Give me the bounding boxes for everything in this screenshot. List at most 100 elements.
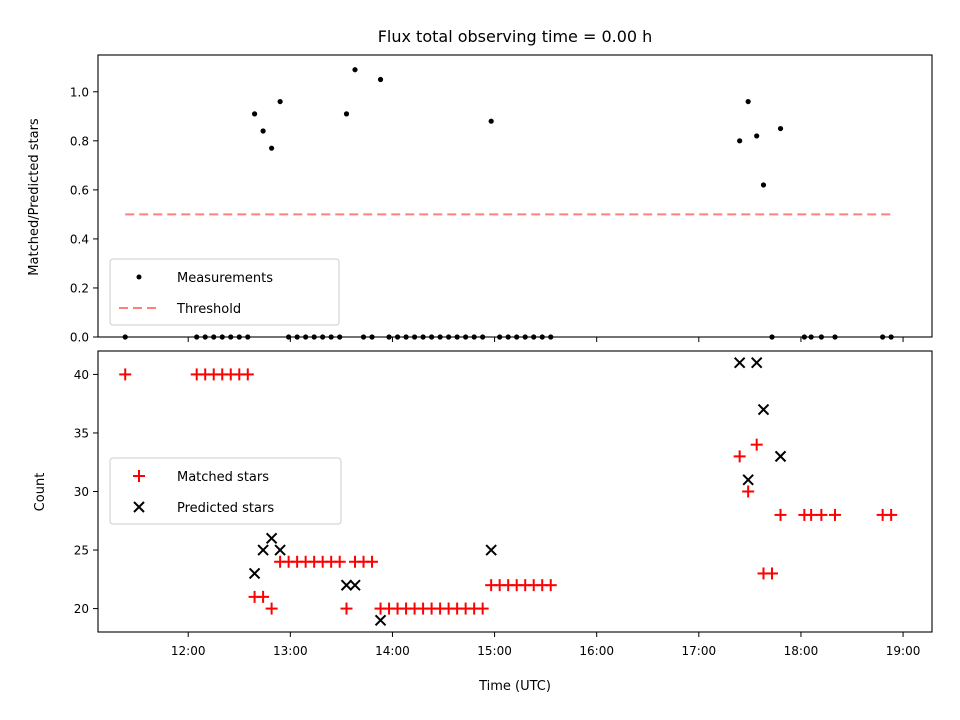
matched-point: [241, 368, 254, 381]
legend-predicted-label: Predicted stars: [177, 501, 274, 516]
measurement-point: [471, 334, 477, 340]
measurement-point: [369, 334, 375, 340]
measurement-point: [386, 334, 392, 340]
legend-box: [109, 457, 342, 525]
measurement-point: [360, 334, 367, 340]
measurement-point: [352, 67, 358, 73]
measurement-point: [801, 334, 807, 340]
matched-point: [257, 590, 270, 603]
measurement-point: [343, 111, 350, 117]
measurement-point: [480, 334, 486, 340]
ratio-panel: Flux total observing time = 0.00 h Match…: [27, 27, 933, 345]
x-tick-label: 16:00: [579, 644, 614, 658]
predicted-point: [248, 567, 261, 580]
predicted-point: [349, 579, 361, 591]
legend-matched-marker: [133, 470, 145, 482]
measurement-point: [522, 334, 528, 340]
y-tick-label: 0.2: [70, 281, 89, 295]
matched-point: [119, 368, 132, 381]
measurement-point: [122, 334, 128, 340]
measurement-point: [531, 334, 537, 340]
measurement-point: [303, 334, 309, 340]
matched-point: [333, 555, 346, 568]
measurement-point: [194, 334, 200, 340]
y-tick-label: 20: [74, 602, 89, 616]
measurement-point: [429, 334, 435, 340]
predicted-point: [733, 357, 746, 369]
matched-point: [733, 450, 746, 463]
measurement-point: [211, 334, 217, 340]
predicted-point: [274, 544, 286, 556]
legend-threshold-label: Threshold: [176, 302, 241, 317]
measurement-point: [420, 334, 426, 340]
matched-point: [828, 508, 841, 521]
predicted-point: [742, 474, 754, 486]
measurement-point: [337, 334, 343, 340]
measurement-point: [760, 182, 767, 188]
measurement-point: [880, 334, 886, 340]
predicted-point: [750, 357, 763, 369]
measurement-point: [832, 334, 838, 340]
measurement-point: [328, 334, 334, 340]
measurement-point: [769, 334, 775, 340]
x-tick-label: 17:00: [682, 644, 717, 658]
measurement-point: [403, 334, 409, 340]
matched-point: [265, 602, 278, 615]
measurement-point: [311, 334, 317, 340]
y-axis-label-ratio: Matched/Predicted stars: [27, 118, 42, 276]
measurement-point: [488, 118, 494, 124]
measurement-point: [888, 334, 894, 340]
measurement-point: [277, 98, 283, 105]
matched-point: [805, 508, 818, 521]
legend-matched-label: Matched stars: [177, 470, 269, 485]
measurement-point: [236, 334, 242, 340]
measurement-point: [777, 125, 784, 132]
measurement-point: [818, 334, 824, 340]
measurement-point: [294, 334, 300, 340]
legend-box: [109, 258, 340, 326]
matched-point: [766, 567, 779, 580]
measurement-point: [437, 334, 443, 340]
ratio-ticks: 0.0 0.2 0.4 0.6 0.8 1.0: [70, 85, 904, 345]
measurement-point: [737, 138, 743, 144]
x-tick-label: 19:00: [886, 644, 921, 658]
measurement-point: [286, 334, 292, 340]
count-legend: Matched stars Predicted stars: [109, 457, 342, 525]
matched-point: [885, 508, 898, 521]
measurement-point: [320, 334, 326, 340]
matched-point: [742, 485, 755, 498]
x-tick-label: 12:00: [171, 644, 206, 658]
measurement-point: [219, 334, 225, 340]
y-tick-label: 0.4: [70, 232, 89, 246]
measurement-point: [202, 334, 208, 340]
x-axis-label: Time (UTC): [478, 679, 551, 694]
measurement-point: [548, 334, 554, 340]
y-tick-label: 40: [74, 368, 89, 382]
measurement-point: [463, 334, 469, 340]
x-tick-label: 18:00: [784, 644, 819, 658]
ratio-marks: [122, 67, 894, 340]
predicted-point: [257, 544, 269, 556]
measurement-point: [754, 133, 760, 139]
measurement-point: [514, 334, 520, 340]
matched-point: [750, 438, 763, 451]
x-tick-label: 15:00: [477, 644, 512, 658]
matched-point: [366, 555, 379, 568]
measurement-point: [377, 76, 384, 83]
count-marks: [119, 357, 898, 626]
measurement-point: [411, 334, 418, 340]
count-panel: Count Time (UTC) 12:00 13:00 14:00 15:00 16:…: [33, 350, 933, 694]
measurement-point: [394, 334, 401, 340]
predicted-point: [374, 614, 387, 626]
y-tick-label: 30: [74, 485, 89, 499]
y-tick-label: 0.6: [70, 183, 89, 197]
chart-title: Flux total observing time = 0.00 h: [378, 27, 653, 46]
y-tick-label: 0.0: [70, 331, 89, 345]
measurement-point: [745, 98, 751, 105]
predicted-point: [485, 544, 497, 556]
matched-point: [544, 579, 557, 592]
measurement-point: [251, 111, 258, 117]
matched-point: [774, 508, 787, 521]
legend-measurements-marker: [136, 274, 142, 280]
